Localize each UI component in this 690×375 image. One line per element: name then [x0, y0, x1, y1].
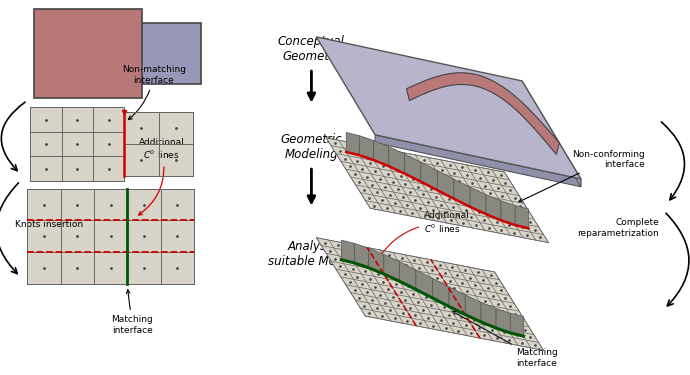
- Polygon shape: [316, 238, 544, 350]
- Polygon shape: [316, 37, 581, 179]
- Text: Matching
interface: Matching interface: [111, 290, 153, 334]
- Polygon shape: [481, 302, 496, 328]
- Text: Complete
reparametrization: Complete reparametrization: [578, 218, 659, 238]
- Polygon shape: [346, 132, 359, 155]
- Polygon shape: [465, 295, 481, 322]
- Text: Knots insertion: Knots insertion: [14, 220, 83, 230]
- Bar: [122, 23, 201, 84]
- Text: Non-conforming
interface: Non-conforming interface: [519, 150, 644, 202]
- Polygon shape: [368, 248, 384, 274]
- Polygon shape: [437, 171, 454, 199]
- Bar: [124, 112, 193, 176]
- Polygon shape: [496, 309, 511, 333]
- Polygon shape: [416, 270, 433, 298]
- Polygon shape: [406, 73, 560, 154]
- Text: Additional
$C^0$ lines: Additional $C^0$ lines: [139, 138, 184, 215]
- Text: Additional
$C^0$ lines: Additional $C^0$ lines: [376, 211, 470, 262]
- Polygon shape: [421, 162, 437, 190]
- Polygon shape: [515, 206, 529, 228]
- Polygon shape: [326, 138, 549, 243]
- Text: Non-matching
interface: Non-matching interface: [121, 66, 186, 120]
- Text: Analysis
suitable Model: Analysis suitable Model: [268, 240, 355, 268]
- Polygon shape: [433, 278, 449, 306]
- Bar: [28, 189, 194, 284]
- Text: Conceptual
Geometry: Conceptual Geometry: [278, 34, 345, 63]
- Polygon shape: [486, 195, 501, 220]
- Polygon shape: [400, 262, 416, 290]
- Polygon shape: [342, 240, 355, 263]
- Polygon shape: [470, 187, 486, 214]
- Text: Matching
interface: Matching interface: [453, 311, 558, 368]
- Bar: [34, 9, 142, 98]
- Polygon shape: [501, 201, 515, 225]
- Bar: [30, 107, 124, 181]
- Polygon shape: [355, 243, 368, 268]
- Polygon shape: [522, 81, 581, 187]
- Polygon shape: [511, 314, 524, 336]
- Polygon shape: [384, 254, 400, 281]
- Polygon shape: [374, 140, 388, 166]
- Polygon shape: [375, 135, 581, 187]
- Polygon shape: [449, 287, 465, 315]
- Text: Geometric
Modeling: Geometric Modeling: [281, 133, 342, 160]
- Polygon shape: [388, 147, 404, 174]
- Polygon shape: [454, 179, 470, 207]
- Polygon shape: [359, 136, 374, 160]
- Polygon shape: [404, 154, 421, 182]
